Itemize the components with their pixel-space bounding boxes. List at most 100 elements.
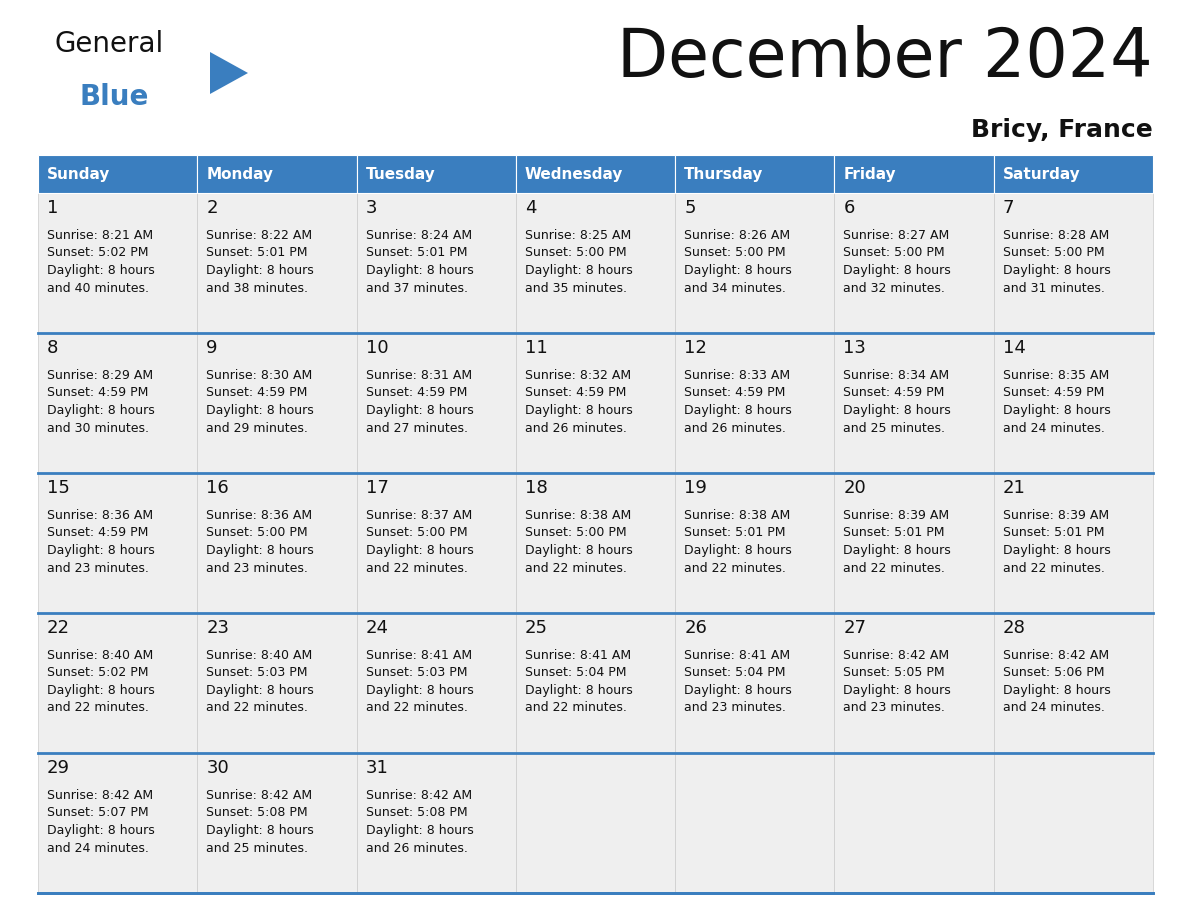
Text: Tuesday: Tuesday	[366, 166, 435, 182]
Text: and 24 minutes.: and 24 minutes.	[1003, 701, 1105, 714]
Text: Sunset: 5:00 PM: Sunset: 5:00 PM	[525, 527, 626, 540]
Text: Sunset: 5:01 PM: Sunset: 5:01 PM	[366, 247, 467, 260]
Bar	[834, 333, 993, 473]
Bar	[993, 193, 1154, 333]
Text: Sunrise: 8:42 AM: Sunrise: 8:42 AM	[207, 789, 312, 802]
Text: and 25 minutes.: and 25 minutes.	[207, 842, 308, 855]
Text: Daylight: 8 hours: Daylight: 8 hours	[366, 264, 473, 277]
Bar	[834, 753, 993, 893]
Text: Sunrise: 8:42 AM: Sunrise: 8:42 AM	[366, 789, 472, 802]
Bar	[675, 753, 834, 893]
Text: Daylight: 8 hours: Daylight: 8 hours	[1003, 684, 1111, 697]
Text: and 34 minutes.: and 34 minutes.	[684, 282, 786, 295]
Text: 14: 14	[1003, 339, 1025, 357]
Text: Daylight: 8 hours: Daylight: 8 hours	[1003, 264, 1111, 277]
Text: Sunset: 4:59 PM: Sunset: 4:59 PM	[684, 386, 785, 399]
Text: Sunrise: 8:22 AM: Sunrise: 8:22 AM	[207, 229, 312, 242]
Text: Blue: Blue	[80, 83, 150, 111]
Text: Sunrise: 8:36 AM: Sunrise: 8:36 AM	[48, 509, 153, 522]
Text: and 26 minutes.: and 26 minutes.	[525, 421, 627, 434]
Text: Sunset: 5:04 PM: Sunset: 5:04 PM	[684, 666, 785, 679]
Text: and 22 minutes.: and 22 minutes.	[207, 701, 308, 714]
Bar	[516, 193, 675, 333]
Text: Sunset: 5:01 PM: Sunset: 5:01 PM	[843, 527, 944, 540]
Text: Daylight: 8 hours: Daylight: 8 hours	[366, 824, 473, 837]
Text: Sunrise: 8:39 AM: Sunrise: 8:39 AM	[1003, 509, 1108, 522]
Text: and 22 minutes.: and 22 minutes.	[1003, 562, 1105, 575]
Text: Sunset: 4:59 PM: Sunset: 4:59 PM	[366, 386, 467, 399]
Text: Thursday: Thursday	[684, 166, 764, 182]
Bar	[675, 155, 834, 193]
Text: and 24 minutes.: and 24 minutes.	[48, 842, 148, 855]
Text: Sunrise: 8:40 AM: Sunrise: 8:40 AM	[207, 649, 312, 662]
Text: Sunrise: 8:38 AM: Sunrise: 8:38 AM	[684, 509, 790, 522]
Text: and 38 minutes.: and 38 minutes.	[207, 282, 308, 295]
Text: 7: 7	[1003, 199, 1015, 217]
Text: and 23 minutes.: and 23 minutes.	[207, 562, 308, 575]
Text: Sunrise: 8:42 AM: Sunrise: 8:42 AM	[48, 789, 153, 802]
Bar	[356, 155, 516, 193]
Text: Sunset: 5:00 PM: Sunset: 5:00 PM	[366, 527, 467, 540]
Text: Bricy, France: Bricy, France	[972, 118, 1154, 142]
Text: 12: 12	[684, 339, 707, 357]
Text: Sunset: 5:01 PM: Sunset: 5:01 PM	[1003, 527, 1104, 540]
Text: Sunset: 5:05 PM: Sunset: 5:05 PM	[843, 666, 944, 679]
Polygon shape	[210, 52, 248, 94]
Text: Friday: Friday	[843, 166, 896, 182]
Text: Sunrise: 8:40 AM: Sunrise: 8:40 AM	[48, 649, 153, 662]
Text: 19: 19	[684, 479, 707, 497]
Text: 9: 9	[207, 339, 217, 357]
Text: Sunset: 5:08 PM: Sunset: 5:08 PM	[207, 807, 308, 820]
Text: Daylight: 8 hours: Daylight: 8 hours	[48, 404, 154, 417]
Bar	[516, 473, 675, 613]
Text: 24: 24	[366, 619, 388, 637]
Text: Sunrise: 8:28 AM: Sunrise: 8:28 AM	[1003, 229, 1108, 242]
Text: Sunrise: 8:21 AM: Sunrise: 8:21 AM	[48, 229, 153, 242]
Text: Sunset: 5:07 PM: Sunset: 5:07 PM	[48, 807, 148, 820]
Text: and 22 minutes.: and 22 minutes.	[843, 562, 946, 575]
Text: Daylight: 8 hours: Daylight: 8 hours	[684, 404, 792, 417]
Bar	[516, 613, 675, 753]
Bar	[197, 753, 356, 893]
Text: Saturday: Saturday	[1003, 166, 1080, 182]
Text: Sunset: 5:01 PM: Sunset: 5:01 PM	[684, 527, 785, 540]
Bar	[675, 613, 834, 753]
Text: Daylight: 8 hours: Daylight: 8 hours	[366, 544, 473, 557]
Text: Daylight: 8 hours: Daylight: 8 hours	[48, 544, 154, 557]
Text: Sunset: 4:59 PM: Sunset: 4:59 PM	[48, 386, 148, 399]
Text: Daylight: 8 hours: Daylight: 8 hours	[525, 264, 632, 277]
Text: 1: 1	[48, 199, 58, 217]
Bar	[197, 333, 356, 473]
Text: and 23 minutes.: and 23 minutes.	[843, 701, 946, 714]
Text: 29: 29	[48, 759, 70, 777]
Text: and 22 minutes.: and 22 minutes.	[366, 562, 467, 575]
Text: Sunday: Sunday	[48, 166, 110, 182]
Text: Daylight: 8 hours: Daylight: 8 hours	[366, 684, 473, 697]
Bar	[197, 473, 356, 613]
Text: 3: 3	[366, 199, 377, 217]
Text: Daylight: 8 hours: Daylight: 8 hours	[684, 264, 792, 277]
Bar	[197, 193, 356, 333]
Text: and 27 minutes.: and 27 minutes.	[366, 421, 468, 434]
Text: Sunset: 5:02 PM: Sunset: 5:02 PM	[48, 247, 148, 260]
Text: Sunset: 5:00 PM: Sunset: 5:00 PM	[207, 527, 308, 540]
Bar	[675, 333, 834, 473]
Text: Sunrise: 8:37 AM: Sunrise: 8:37 AM	[366, 509, 472, 522]
Text: 16: 16	[207, 479, 229, 497]
Text: Sunrise: 8:33 AM: Sunrise: 8:33 AM	[684, 369, 790, 382]
Text: Sunset: 5:00 PM: Sunset: 5:00 PM	[843, 247, 944, 260]
Text: 23: 23	[207, 619, 229, 637]
Text: Sunrise: 8:35 AM: Sunrise: 8:35 AM	[1003, 369, 1108, 382]
Bar	[675, 473, 834, 613]
Text: 2: 2	[207, 199, 217, 217]
Text: Sunrise: 8:42 AM: Sunrise: 8:42 AM	[843, 649, 949, 662]
Text: Daylight: 8 hours: Daylight: 8 hours	[684, 544, 792, 557]
Text: Daylight: 8 hours: Daylight: 8 hours	[1003, 544, 1111, 557]
Text: 25: 25	[525, 619, 548, 637]
Bar	[675, 193, 834, 333]
Bar	[356, 753, 516, 893]
Bar	[197, 155, 356, 193]
Text: Sunrise: 8:31 AM: Sunrise: 8:31 AM	[366, 369, 472, 382]
Text: 8: 8	[48, 339, 58, 357]
Bar	[993, 753, 1154, 893]
